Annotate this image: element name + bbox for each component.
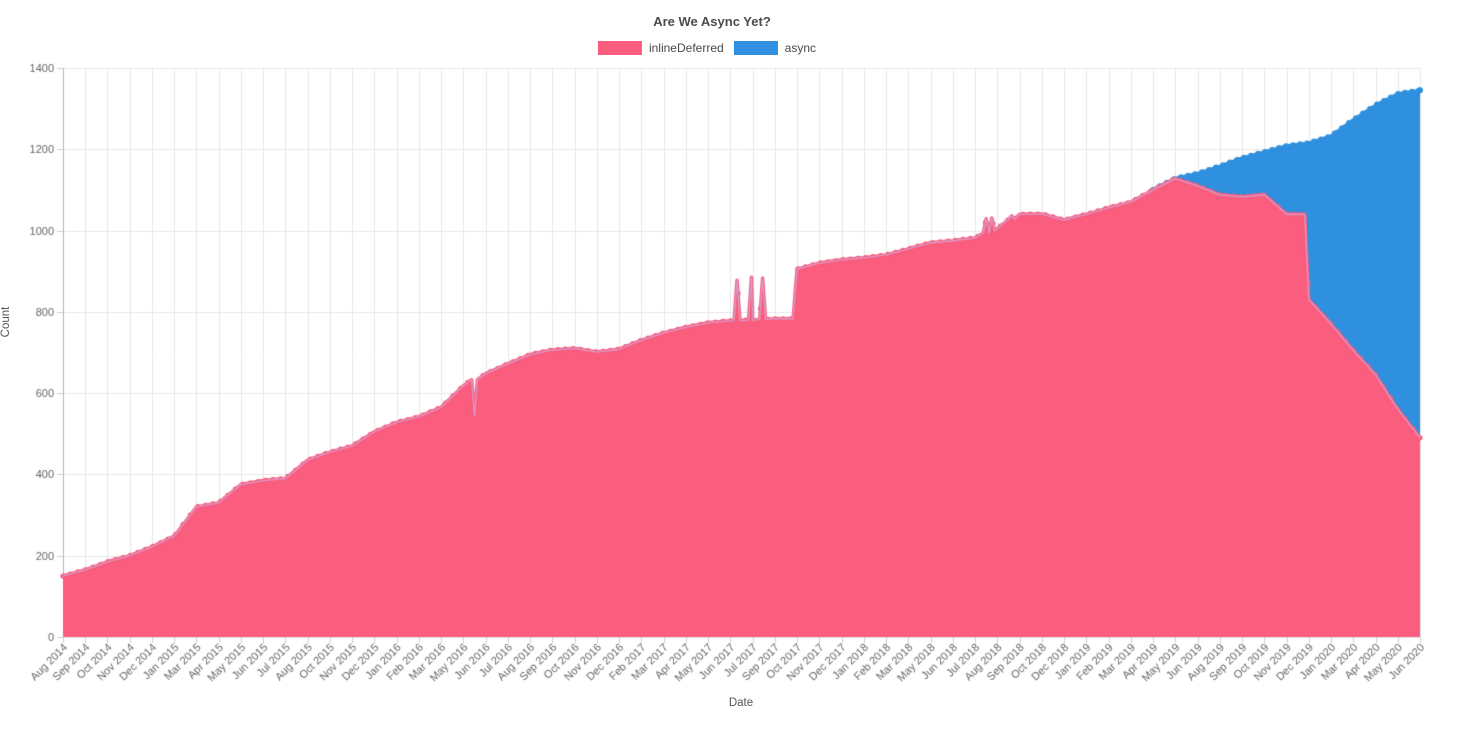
- y-axis-title: Count: [0, 306, 12, 338]
- x-axis-title: Date: [728, 697, 754, 709]
